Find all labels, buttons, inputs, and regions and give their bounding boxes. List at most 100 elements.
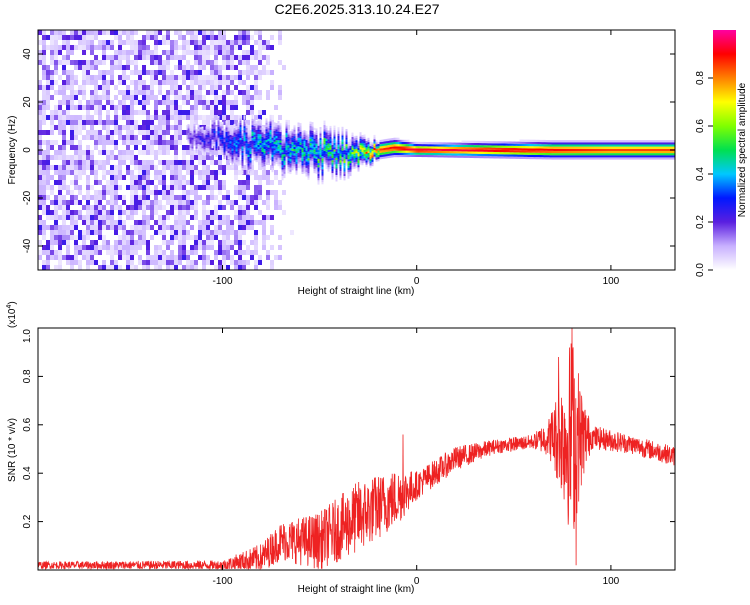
spectrogram-cell	[664, 151, 666, 153]
spectrogram-cell	[234, 159, 236, 161]
spectrogram-cell	[42, 185, 46, 190]
spectrogram-cell	[270, 154, 272, 156]
spectrogram-cell	[342, 131, 344, 133]
spectrogram-cell	[214, 45, 218, 50]
spectrogram-cell	[622, 149, 624, 151]
spectrogram-cell	[126, 130, 130, 135]
spectrogram-cell	[518, 142, 520, 144]
spectrogram-cell	[450, 149, 452, 151]
spectrogram-cell	[398, 144, 400, 146]
spectrogram-cell	[202, 80, 206, 85]
spectrogram-cell	[284, 159, 286, 161]
spectrogram-cell	[240, 134, 242, 136]
spectrogram-cell	[266, 142, 268, 144]
spectrogram-cell	[118, 205, 122, 210]
spectrogram-cell	[476, 156, 478, 158]
spectrogram-cell	[202, 131, 204, 133]
spectrogram-cell	[122, 50, 126, 55]
spectrogram-cell	[248, 153, 250, 155]
spectrogram-cell	[446, 153, 448, 155]
spectrogram-cell	[236, 136, 238, 138]
spectrogram-cell	[102, 185, 106, 190]
spectrogram-cell	[326, 130, 328, 132]
spectrogram-cell	[330, 126, 332, 128]
spectrogram-cell	[344, 144, 346, 146]
spectrogram-cell	[644, 153, 646, 155]
spectrogram-cell	[496, 146, 498, 148]
spectrogram-cell	[254, 200, 258, 205]
spectrogram-cell	[288, 167, 290, 169]
spectrogram-cell	[452, 149, 454, 151]
spectrogram-cell	[162, 205, 166, 210]
spectrogram-cell	[218, 185, 222, 190]
spectrogram-cell	[142, 260, 146, 265]
spectrogram-cell	[236, 145, 238, 147]
spectrogram-cell	[86, 45, 90, 50]
spectrogram-cell	[366, 158, 368, 160]
spectrogram-cell	[436, 147, 438, 149]
spectrogram-cell	[186, 95, 190, 100]
spectrogram-cell	[258, 132, 260, 134]
spectrogram-cell	[106, 160, 110, 165]
spectrogram-cell	[130, 255, 134, 260]
spectrogram-cell	[134, 95, 138, 100]
spectrogram-cell	[448, 151, 450, 153]
spectrogram-cell	[280, 158, 282, 160]
spectrogram-cell	[240, 116, 242, 118]
spectrogram-cell	[358, 157, 360, 159]
spectrogram-cell	[368, 140, 370, 142]
spectrogram-cell	[256, 136, 258, 138]
spectrogram-cell	[134, 100, 138, 105]
spectrogram-cell	[438, 151, 440, 153]
spectrogram-cell	[70, 255, 74, 260]
spectrogram-cell	[290, 170, 292, 172]
spectrogram-cell	[150, 145, 154, 150]
spectrogram-cell	[242, 215, 246, 220]
spectrogram-cell	[218, 142, 220, 144]
spectrogram-cell	[46, 75, 50, 80]
spectrogram-cell	[516, 150, 518, 152]
spectrogram-cell	[658, 147, 660, 149]
spectrogram-cell	[106, 135, 110, 140]
spectrogram-cell	[344, 154, 346, 156]
spectrogram-cell	[346, 164, 348, 166]
spectrogram-cell	[326, 132, 328, 134]
spectrogram-cell	[162, 180, 166, 185]
spectrogram-cell	[174, 230, 178, 235]
spectrogram-cell	[640, 140, 642, 142]
spectrogram-cell	[74, 240, 78, 245]
spectrogram-cell	[584, 153, 586, 155]
spectrogram-cell	[288, 163, 290, 165]
spectrogram-cell	[62, 150, 66, 155]
spectrogram-cell	[562, 155, 564, 157]
spectrogram-cell	[138, 220, 142, 225]
spectrogram-cell	[280, 141, 282, 143]
spectrogram-cell	[350, 157, 352, 159]
spectrogram-cell	[194, 135, 196, 137]
spectrogram-cell	[348, 148, 350, 150]
spectrogram-cell	[344, 159, 346, 161]
spectrogram-cell	[224, 146, 226, 148]
spectrogram-cell	[310, 148, 312, 150]
spectrogram-cell	[58, 170, 62, 175]
spectrogram-cell	[288, 143, 290, 145]
spectrogram-cell	[294, 125, 296, 127]
spectrogram-cell	[174, 115, 178, 120]
spectrogram-cell	[286, 152, 288, 154]
spectrogram-cell	[38, 150, 42, 155]
spectrogram-cell	[210, 215, 214, 220]
spectrogram-cell	[226, 220, 230, 225]
spectrogram-cell	[316, 146, 318, 148]
spectrogram-cell	[514, 157, 516, 159]
spectrogram-cell	[548, 155, 550, 157]
spectrogram-cell	[656, 142, 658, 144]
spectrogram-cell	[212, 118, 214, 120]
spectrogram-cell	[342, 127, 344, 129]
spectrogram-cell	[358, 167, 360, 169]
spectrogram-cell	[326, 135, 328, 137]
spectrogram-cell	[98, 225, 102, 230]
spectrogram-cell	[214, 60, 218, 65]
spectrogram-cell	[328, 150, 330, 152]
spectrogram-cell	[594, 153, 596, 155]
spectrogram-cell	[258, 255, 262, 260]
